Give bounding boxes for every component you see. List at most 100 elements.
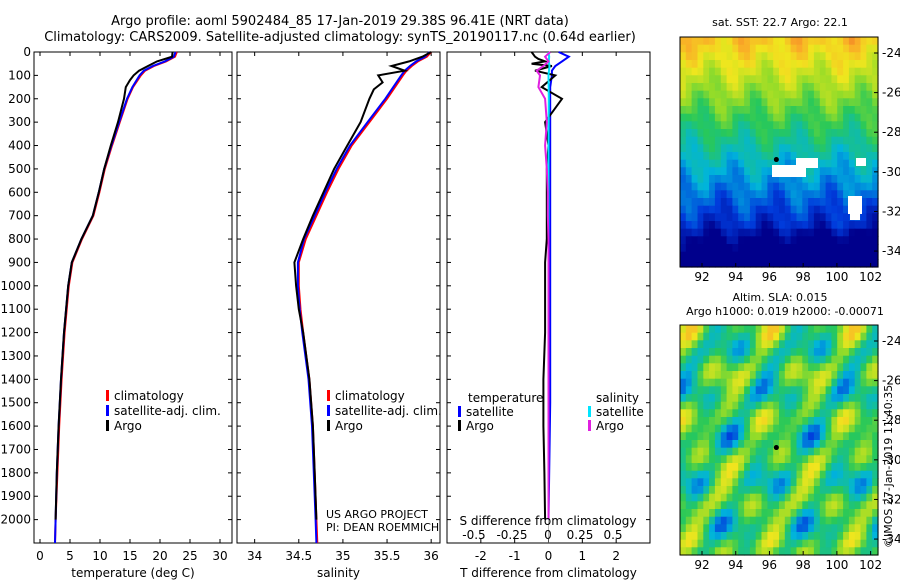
map-cell xyxy=(744,509,751,518)
map-cell xyxy=(866,113,873,122)
map-cell xyxy=(726,447,733,456)
map-cell xyxy=(860,424,867,433)
map-cell xyxy=(819,463,827,472)
map-cell xyxy=(802,470,809,479)
map-cell xyxy=(732,60,739,69)
secondary-axis-label: S difference from climatology xyxy=(460,514,637,528)
map-cell xyxy=(802,539,809,548)
map-cell xyxy=(755,60,763,69)
map-cell xyxy=(714,37,722,46)
map-cell xyxy=(767,175,774,184)
map-cell xyxy=(854,259,862,268)
map-cell xyxy=(796,98,803,107)
map-cell xyxy=(720,228,728,237)
map-cell xyxy=(819,106,827,115)
map-cell xyxy=(854,348,862,357)
map-cell xyxy=(685,251,693,260)
map-cell xyxy=(784,98,792,107)
map-cell xyxy=(767,259,774,268)
map-cell xyxy=(761,159,768,168)
map-cell xyxy=(837,386,844,395)
map-cell xyxy=(808,129,815,138)
map-cell xyxy=(714,175,722,184)
map-cell xyxy=(802,424,809,433)
map-cell xyxy=(738,159,745,168)
map-cell xyxy=(784,371,792,380)
series-line xyxy=(54,51,177,544)
map-cell xyxy=(773,44,780,53)
map-cell xyxy=(703,532,710,541)
map-cell xyxy=(726,98,733,107)
map-cell xyxy=(749,424,757,433)
map-cell xyxy=(755,44,763,53)
map-cell xyxy=(726,60,733,69)
map-cell xyxy=(680,455,687,464)
map-cell xyxy=(854,516,862,525)
map-cell xyxy=(773,90,780,99)
map-cell xyxy=(825,52,832,61)
map-cell xyxy=(732,432,739,441)
map-cell xyxy=(819,516,827,525)
map-cell xyxy=(796,136,803,145)
map-cell xyxy=(843,432,850,441)
map-cell xyxy=(720,463,728,472)
map-cell xyxy=(808,60,815,69)
map-cell xyxy=(720,447,728,456)
map-cell xyxy=(796,60,803,69)
map-cell xyxy=(767,228,774,237)
map-cell xyxy=(860,129,867,138)
map-cell xyxy=(744,440,751,449)
map-cell xyxy=(808,447,815,456)
map-cell xyxy=(709,167,716,176)
x-tick-label: 34 xyxy=(247,549,262,563)
map-cell xyxy=(837,83,844,92)
map-cell xyxy=(796,198,803,207)
map-cell xyxy=(703,524,710,533)
map-cell xyxy=(848,67,856,76)
map-cell xyxy=(808,470,815,479)
map-cell xyxy=(866,136,873,145)
map-cell xyxy=(691,37,698,46)
map-cell xyxy=(802,98,809,107)
cloud-mask xyxy=(850,212,860,220)
map-cell xyxy=(808,175,815,184)
map-cell xyxy=(831,67,838,76)
map-cell xyxy=(714,44,722,53)
map-cell xyxy=(709,75,716,84)
y-tick-label: 1200 xyxy=(0,326,31,340)
map-cell xyxy=(697,67,704,76)
map-cell xyxy=(744,198,751,207)
map-cell xyxy=(738,378,745,387)
map-cell xyxy=(866,236,873,245)
map-cell xyxy=(732,121,739,130)
map-cell xyxy=(703,501,710,510)
map-cell xyxy=(761,509,768,518)
map-cell xyxy=(773,371,780,380)
map-cell xyxy=(808,259,815,268)
map-cell xyxy=(726,486,733,495)
map-cell xyxy=(802,547,809,556)
map-cell xyxy=(819,524,827,533)
map-cell xyxy=(738,106,745,115)
map-cell xyxy=(691,424,698,433)
map-cell xyxy=(773,532,780,541)
map-cell xyxy=(866,394,873,403)
map-cell xyxy=(813,167,821,176)
map-cell xyxy=(779,524,786,533)
map-cell xyxy=(680,470,687,479)
map-cell xyxy=(714,509,722,518)
map-cell xyxy=(744,463,751,472)
map-cell xyxy=(714,409,722,418)
map-cell xyxy=(819,121,827,130)
map-cell xyxy=(819,478,827,487)
map-cell xyxy=(685,121,693,130)
map-cell xyxy=(790,37,797,46)
map-cell xyxy=(761,236,768,245)
map-cell xyxy=(709,37,716,46)
map-cell xyxy=(773,332,780,341)
map-cell xyxy=(709,493,716,502)
map-cell xyxy=(779,67,786,76)
x-tick-label: 34.5 xyxy=(285,549,312,563)
map-cell xyxy=(709,205,716,214)
map-cell xyxy=(709,159,716,168)
